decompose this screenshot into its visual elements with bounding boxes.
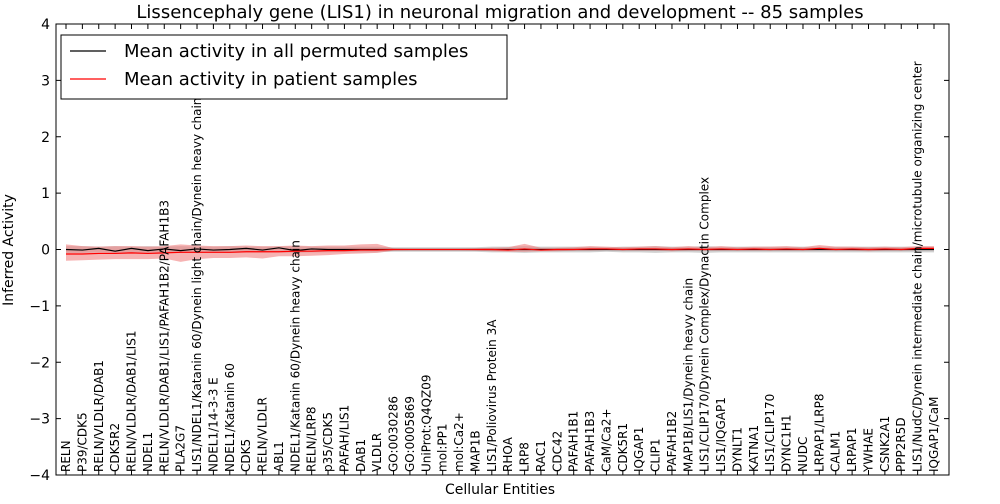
y-tick-label: −4: [29, 468, 50, 484]
x-tick-label: LIS1/NDEL1/Katanin 60/Dynein light chain…: [190, 98, 204, 472]
x-tick-label: IQGAP1: [632, 427, 646, 472]
x-tick-label: YWHAE: [861, 428, 875, 473]
x-tick-label: RELN: [59, 440, 73, 472]
x-tick-label: NDEL1/Katanin 60/Dynein heavy chain: [288, 240, 302, 472]
x-tick-label: PPP2R5D: [894, 417, 908, 472]
x-tick-label: KATNA1: [747, 425, 761, 472]
x-tick-label: CSNK2A1: [878, 416, 892, 472]
x-tick-label: CDK5: [239, 439, 253, 472]
x-tick-label: RELN/VLDLR/DAB1: [92, 360, 106, 472]
lines-layer: [65, 247, 934, 255]
x-tick-label: p35/CDK5: [321, 412, 335, 472]
x-tick-label: PAFAH/LIS1: [337, 405, 351, 472]
x-tick-label: MAP1B/LIS1/Dynein heavy chain: [681, 278, 695, 472]
x-ticks-layer: RELN P39/CDK5 RELN/VLDLR/DAB1 CDK5R2 RELN/VL…: [59, 24, 941, 475]
legend-box: [60, 34, 508, 100]
x-tick-label: CLIP1: [649, 439, 663, 472]
x-tick-label: PAFAH1B1: [567, 411, 581, 472]
x-tick-label: LRP8: [518, 442, 532, 472]
x-tick-label: ABL1: [272, 441, 286, 472]
x-tick-label: LIS1/NudC/Dynein intermediate chain/micr…: [911, 61, 925, 472]
x-tick-label: CALM1: [829, 431, 843, 472]
y-tick-label: 2: [41, 130, 50, 146]
y-tick-label: 0: [41, 243, 50, 259]
x-tick-label: CDK5R1: [616, 423, 630, 472]
x-tick-label: MAP1B: [468, 430, 482, 472]
x-tick-label: RHOA: [501, 436, 515, 472]
y-tick-label: −1: [29, 299, 50, 315]
y-axis-label: Inferred Activity: [1, 194, 17, 306]
x-tick-label: GO:0005869: [403, 396, 417, 472]
y-tick-label: 4: [41, 17, 50, 33]
x-tick-label: LRPAP1/LRP8: [812, 393, 826, 472]
x-tick-label: PAFAH1B2: [665, 411, 679, 472]
x-tick-label: DYNLT1: [730, 427, 744, 472]
legend: Mean activity in all permuted samples Me…: [60, 34, 508, 100]
y-ticks-layer: −4 −3 −2 −1 0 1 2 3 4: [29, 17, 949, 484]
chart-title: Lissencephaly gene (LIS1) in neuronal mi…: [136, 2, 863, 23]
x-tick-label: NDEL1: [141, 432, 155, 472]
x-tick-label: NDEL1/14-3-3 E: [206, 377, 220, 472]
x-tick-label: NDEL1/Katanin 60: [223, 363, 237, 472]
x-tick-label: LIS1/Poliovirus Protein 3A: [485, 319, 499, 472]
x-tick-label: mol:Ca2+: [452, 412, 466, 472]
x-tick-label: VLDLR: [370, 433, 384, 472]
x-tick-label: UniProt:Q4QZ09: [419, 374, 433, 472]
x-tick-label: mol:PP1: [436, 423, 450, 472]
series-line-1: [66, 247, 934, 255]
y-tick-label: 1: [41, 186, 50, 202]
x-tick-label: DYNC1H1: [780, 414, 794, 472]
x-tick-label: LIS1/CLIP170/Dynein Complex/Dynactin Com…: [698, 177, 712, 472]
x-tick-label: RELN/VLDLR/DAB1/LIS1/PAFAH1B2/PAFAH1B3: [157, 200, 171, 472]
legend-label-permuted: Mean activity in all permuted samples: [124, 41, 468, 62]
x-tick-label: RELN/LRP8: [305, 406, 319, 472]
x-tick-label: PAFAH1B3: [583, 411, 597, 472]
x-tick-label: GO:0030286: [387, 396, 401, 472]
x-tick-label: LIS1/CLIP170: [763, 394, 777, 472]
y-tick-label: −3: [29, 412, 50, 428]
x-axis-label: Cellular Entities: [445, 482, 555, 498]
x-tick-label: NUDC: [796, 437, 810, 472]
x-tick-label: LRPAP1: [845, 427, 859, 472]
x-tick-label: RELN/VLDLR/DAB1/LIS1: [125, 331, 139, 472]
y-tick-label: 3: [41, 73, 50, 89]
x-tick-label: PLA2G7: [174, 425, 188, 472]
x-tick-label: DAB1: [354, 439, 368, 472]
x-tick-label: RAC1: [534, 440, 548, 472]
x-tick-label: LIS1/IQGAP1: [714, 397, 728, 472]
x-tick-label: IQGAP1/CaM: [927, 397, 941, 473]
legend-label-patient: Mean activity in patient samples: [124, 69, 418, 90]
x-tick-label: CDC42: [550, 431, 564, 472]
y-tick-label: −2: [29, 355, 50, 371]
x-tick-label: RELN/VLDLR: [256, 397, 270, 472]
x-tick-label: CaM/Ca2+: [599, 408, 613, 472]
x-tick-label: P39/CDK5: [75, 412, 89, 472]
x-tick-label: CDK5R2: [108, 423, 122, 472]
